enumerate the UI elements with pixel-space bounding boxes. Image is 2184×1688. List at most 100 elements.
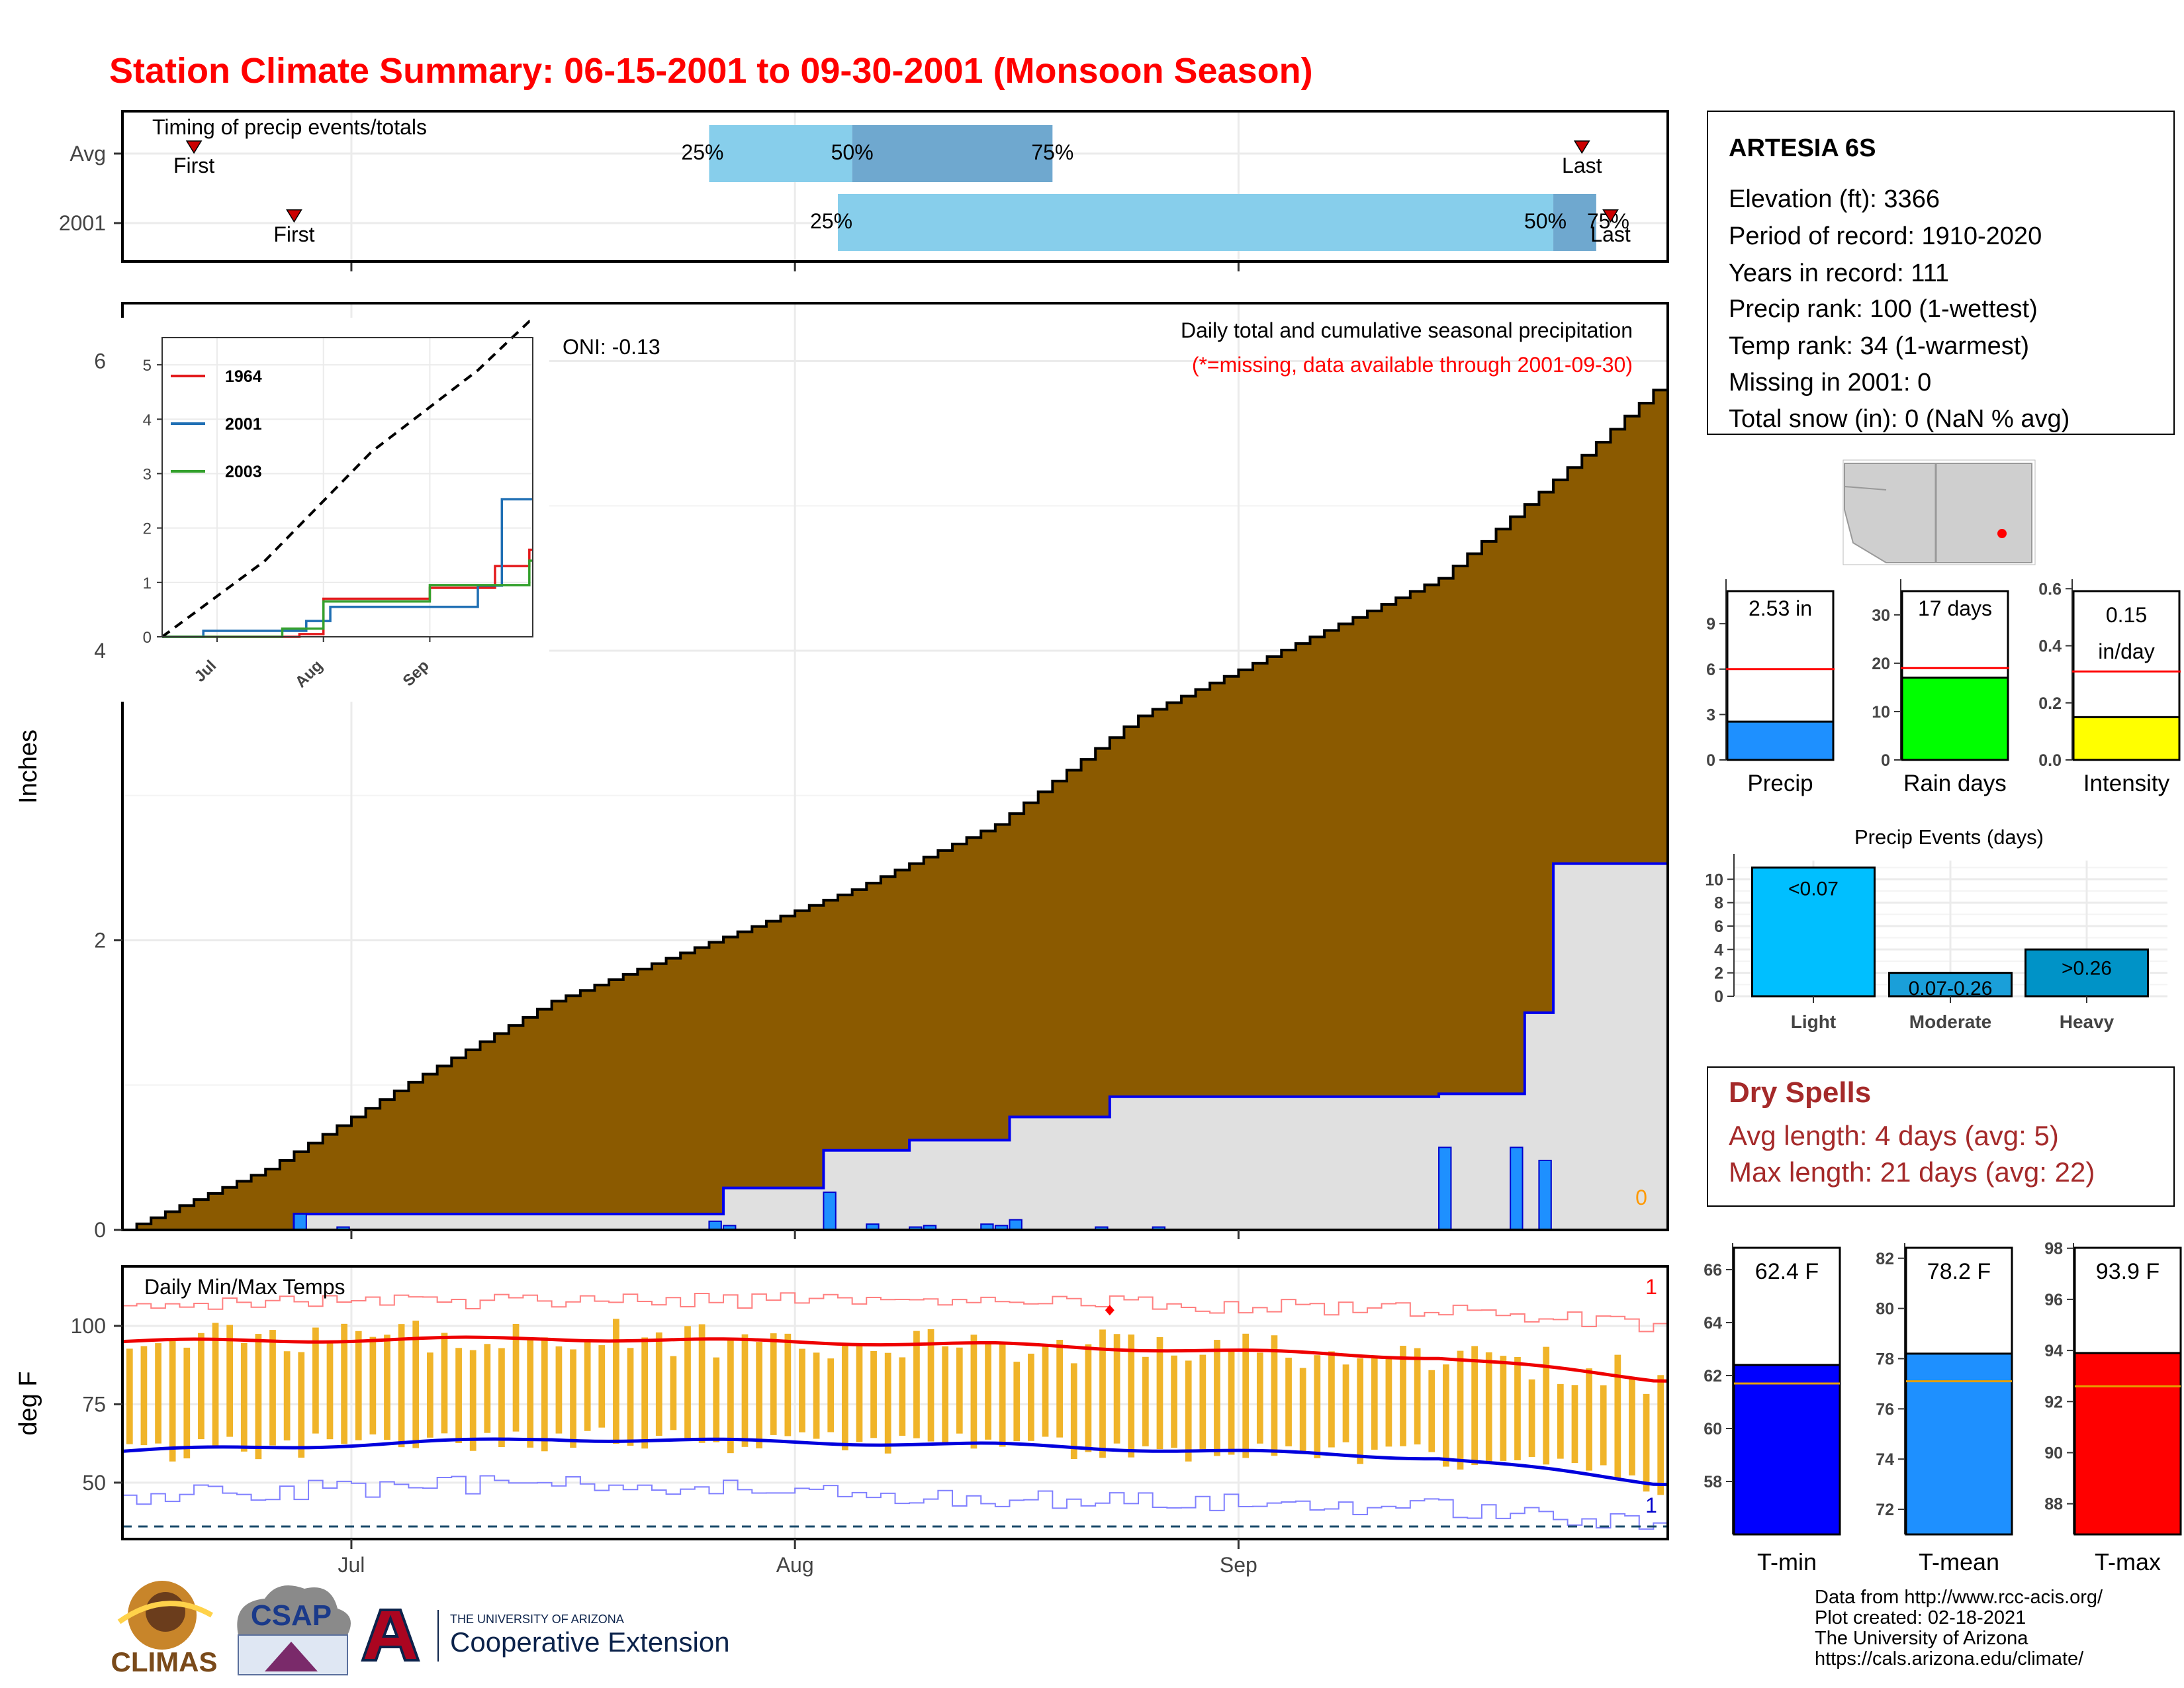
daily-temp-bar-44 xyxy=(756,1342,762,1449)
credits: Data from http://www.rcc-acis.org/ Plot … xyxy=(1815,1587,2103,1669)
avg-min-line xyxy=(122,1437,1668,1487)
inset-series xyxy=(161,320,533,638)
ua-logo: THE UNIVERSITY OF ARIZONA Cooperative Ex… xyxy=(361,1609,730,1662)
daily-temp-bar-95 xyxy=(1485,1352,1492,1464)
temp-ytick-label-1: 75 xyxy=(82,1392,106,1416)
timing-pct-75-0: 75% xyxy=(1031,140,1073,164)
inset-series-average xyxy=(161,320,533,638)
first-marker-0 xyxy=(185,140,203,154)
inset-ytick-label-0: 0 xyxy=(143,629,152,647)
ua-logo-big-text: Cooperative Extension xyxy=(450,1626,730,1658)
inset-ytick-label-5: 5 xyxy=(143,357,152,375)
precip-panel: 0 2 4 6 Inches Daily total and cumulative s… xyxy=(15,302,1669,1242)
daily-temp-bar-15 xyxy=(341,1323,347,1444)
precip-ytick-label-2: 4 xyxy=(94,639,106,663)
timing-panel-border xyxy=(121,110,1669,263)
temp-min-record-count: 1 xyxy=(1645,1493,1657,1517)
daily-temp-bar-42 xyxy=(727,1340,734,1454)
station-box-border xyxy=(1707,111,2175,435)
daily-temp-bar-81 xyxy=(1285,1358,1292,1446)
daily-temp-bar-28 xyxy=(527,1338,534,1448)
daily-temp-bar-49 xyxy=(827,1358,835,1432)
daily-temp-bar-9 xyxy=(255,1334,262,1460)
inset-ytick-label-4: 4 xyxy=(143,411,152,429)
csap-logo: CSAP xyxy=(237,1585,351,1675)
daily-temp-bar-47 xyxy=(799,1348,805,1432)
daily-temp-bar-76 xyxy=(1214,1340,1220,1456)
daily-temp-bar-60 xyxy=(985,1341,991,1440)
daily-temp-bar-50 xyxy=(841,1344,848,1450)
summary-ytick-label-0-2: 6 xyxy=(1706,661,1715,679)
daily-temp-bar-17 xyxy=(369,1336,377,1434)
inset-legend: 1964 2001 2003 xyxy=(171,367,262,481)
summary-ytick-label-2-3: 0.6 xyxy=(2038,580,2062,598)
temp-panel-border xyxy=(121,1265,1669,1540)
station-line-5: Missing in 2001: 0 xyxy=(1729,369,1931,397)
daily-temp-bar-0 xyxy=(126,1348,133,1444)
daily-temp-bar-16 xyxy=(355,1331,362,1440)
station-line-2: Years in record: 111 xyxy=(1729,259,1949,287)
summary-ytick-label-2-2: 0.4 xyxy=(2038,637,2062,656)
daily-temp-bar-8 xyxy=(240,1342,248,1452)
daily-temp-bar-40 xyxy=(698,1324,705,1443)
dry-spells-border xyxy=(1707,1066,2175,1207)
daily-temp-bar-2 xyxy=(155,1343,161,1444)
daily-temp-bar-56 xyxy=(927,1329,934,1442)
timing-bar-q2-1 xyxy=(1553,194,1596,251)
temp-ytick-label-0: 50 xyxy=(82,1471,106,1495)
inset-series-2001 xyxy=(162,498,533,638)
credit-line-0: Data from http://www.rcc-acis.org/ xyxy=(1815,1587,2103,1608)
tempbar-ytick-label-1-0: 72 xyxy=(1876,1501,1894,1519)
precip-caption: Daily total and cumulative seasonal prec… xyxy=(1181,318,1633,342)
daily-precip-bar-10 xyxy=(1009,1219,1023,1231)
tempbar-ytick-label-2-5: 98 xyxy=(2044,1240,2063,1258)
last-marker-0 xyxy=(1573,140,1590,154)
daily-temp-bar-24 xyxy=(469,1350,477,1451)
tempbar-ytick-label-1-2: 76 xyxy=(1876,1400,1894,1419)
daily-temp-bar-79 xyxy=(1256,1352,1263,1444)
daily-temp-bar-68 xyxy=(1099,1329,1106,1458)
daily-temp-bar-92 xyxy=(1443,1364,1449,1467)
timing-bar-q1-0 xyxy=(709,125,852,182)
temp-ytick-label-2: 100 xyxy=(71,1314,106,1338)
daily-precip-bar-4 xyxy=(823,1192,837,1231)
avg-cumulative-outline xyxy=(122,389,1668,1231)
events-ytick-label-0: 0 xyxy=(1714,988,1723,1006)
tempbar-bar-1 xyxy=(1905,1352,2013,1536)
timing-pct-50-1: 50% xyxy=(1524,209,1567,233)
precip-panel-border xyxy=(121,302,1669,1231)
daily-temp-bar-32 xyxy=(584,1340,591,1431)
month-label-2: Sep xyxy=(1220,1553,1257,1577)
daily-temp-bar-55 xyxy=(913,1331,920,1438)
dry-spells-avg: Avg length: 4 days (avg: 5) xyxy=(1729,1120,2059,1151)
tempbar-ytick-label-0-3: 64 xyxy=(1704,1314,1722,1333)
timing-bar-q2-0 xyxy=(852,125,1053,182)
summary-ytick-label-0-1: 3 xyxy=(1706,706,1715,724)
inset-legend-label-2003: 2003 xyxy=(225,463,262,481)
station-name: ARTESIA 6S xyxy=(1729,134,1876,162)
summary-ytick-label-0-0: 0 xyxy=(1706,751,1715,770)
daily-temp-bar-70 xyxy=(1128,1335,1135,1458)
ua-block-a xyxy=(361,1609,420,1662)
tempbar-bar-0 xyxy=(1733,1364,1841,1536)
station-line-1: Period of record: 1910-2020 xyxy=(1729,222,2042,250)
daily-temp-bar-41 xyxy=(713,1357,720,1442)
timing-title: Timing of precip events/totals xyxy=(152,115,427,139)
tempbar-bar-2 xyxy=(2073,1352,2182,1536)
daily-precip-bar-0 xyxy=(293,1213,307,1231)
daily-temp-bar-37 xyxy=(655,1332,662,1436)
daily-temp-bar-58 xyxy=(956,1347,963,1434)
summary-bar-charts: 0 3 6 9 2.53 in Precip 0 10 20 30 17 days Rain days… xyxy=(1706,579,2181,796)
station-info-box: ARTESIA 6S Elevation (ft): 3366 Period o… xyxy=(1707,111,2175,435)
daily-temp-bar-90 xyxy=(1414,1348,1421,1445)
events-category-0: Light xyxy=(1791,1011,1836,1032)
csap-logo-text: CSAP xyxy=(251,1599,332,1632)
month-label-0: Jul xyxy=(338,1553,365,1577)
daily-temp-bar-57 xyxy=(942,1346,949,1445)
daily-temp-bar-98 xyxy=(1528,1379,1535,1457)
summary-ytick-label-1-3: 30 xyxy=(1872,606,1890,625)
daily-temp-bar-77 xyxy=(1228,1350,1235,1455)
